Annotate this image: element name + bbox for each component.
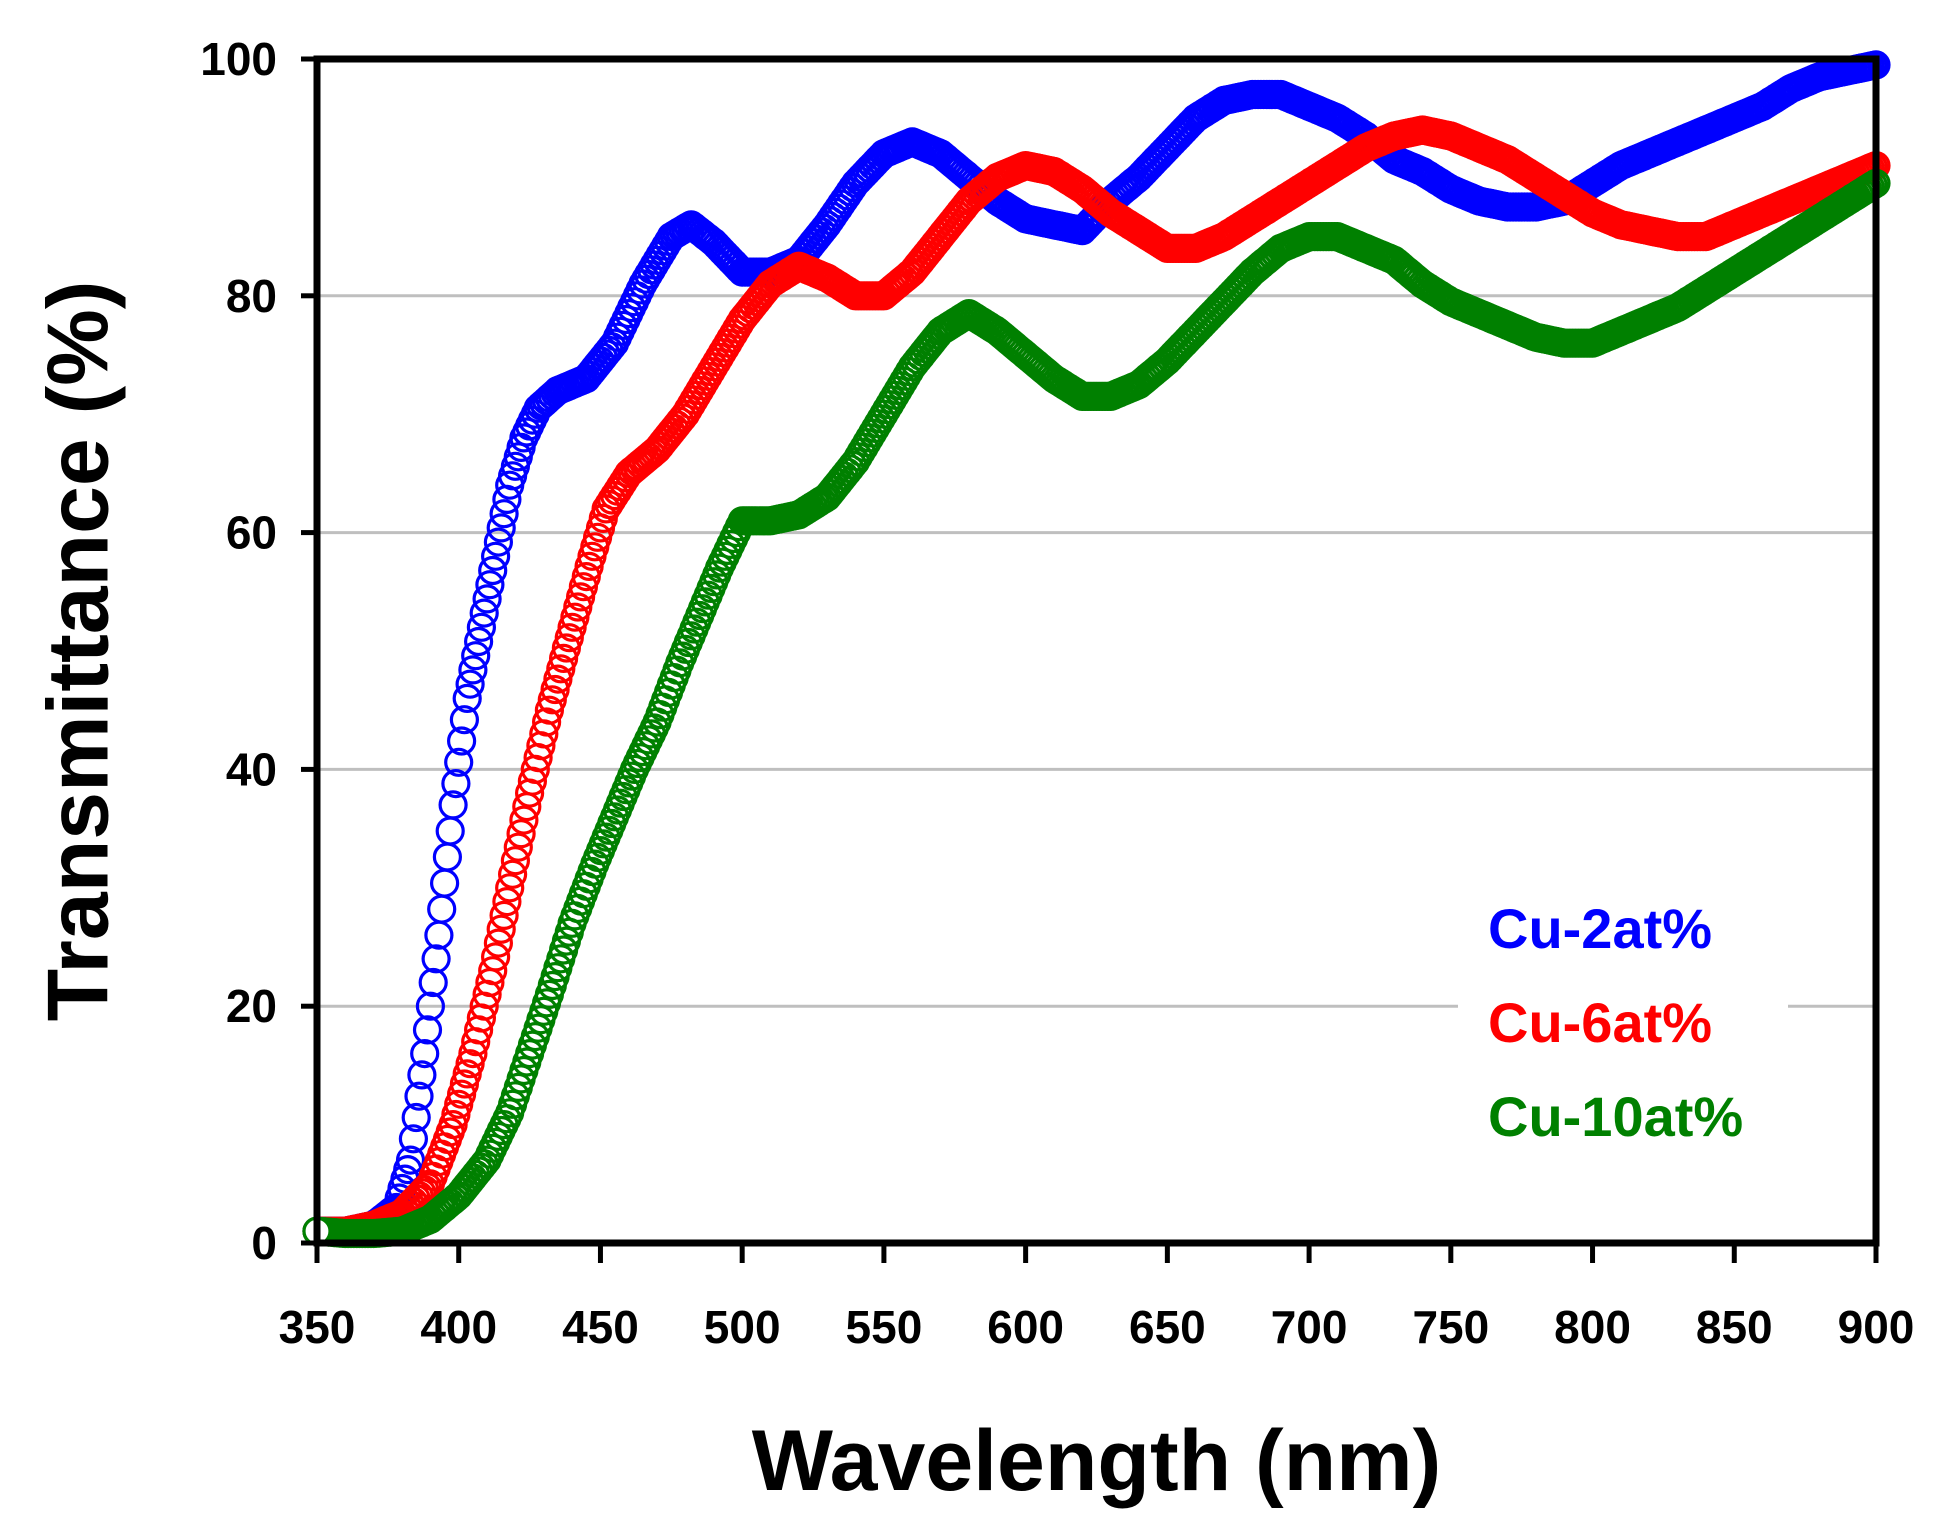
- x-tick-label-700: 700: [1271, 1301, 1348, 1353]
- data-point: [483, 928, 513, 958]
- data-point: [481, 942, 511, 972]
- series-Cu-6at%: [302, 115, 1891, 1246]
- x-tick-label-650: 650: [1129, 1301, 1206, 1353]
- data-point: [466, 612, 496, 642]
- data-point: [486, 513, 516, 543]
- data-series: [302, 50, 1891, 1249]
- x-tick-label-850: 850: [1696, 1301, 1773, 1353]
- data-point: [506, 819, 536, 849]
- x-tick-label-750: 750: [1412, 1301, 1489, 1353]
- data-point: [503, 832, 533, 862]
- legend-background: [1458, 1078, 1788, 1158]
- data-point: [427, 894, 457, 924]
- data-point: [469, 598, 499, 628]
- y-tick-label-60: 60: [226, 507, 277, 559]
- data-point: [489, 900, 519, 931]
- legend-label-Cu-2at%: Cu-2at%: [1488, 897, 1712, 960]
- data-point: [458, 655, 488, 685]
- data-point: [478, 555, 508, 586]
- data-point: [475, 570, 505, 600]
- data-point: [441, 768, 471, 799]
- data-point: [395, 1145, 426, 1175]
- data-point: [509, 805, 539, 835]
- data-point: [432, 842, 462, 872]
- legend-label-Cu-10at%: Cu-10at%: [1488, 1085, 1743, 1148]
- data-point: [495, 873, 525, 903]
- data-point: [486, 914, 516, 944]
- data-point: [412, 1015, 443, 1045]
- x-tick-label-350: 350: [279, 1301, 356, 1353]
- y-tick-label-20: 20: [226, 980, 277, 1032]
- data-point: [497, 859, 528, 889]
- y-tick-label-80: 80: [226, 270, 277, 322]
- series-Cu-10at%: [302, 168, 1891, 1249]
- axis-ticks: 0 20 40 60 80 100 350 400 450 500 550 600 650 700 750 8…: [200, 33, 1914, 1353]
- y-tick-label-100: 100: [200, 33, 277, 85]
- data-point: [492, 886, 522, 917]
- data-point: [398, 1124, 428, 1154]
- data-point: [435, 816, 465, 846]
- data-point: [464, 626, 494, 657]
- data-point: [404, 1081, 434, 1111]
- x-tick-label-450: 450: [562, 1301, 639, 1353]
- data-point: [449, 705, 479, 735]
- data-point: [410, 1038, 440, 1069]
- data-point: [421, 944, 451, 974]
- x-tick-label-500: 500: [704, 1301, 781, 1353]
- data-point: [415, 991, 445, 1021]
- data-point: [489, 499, 519, 529]
- data-point: [478, 956, 508, 986]
- data-point: [438, 790, 468, 820]
- legend-label-Cu-6at%: Cu-6at%: [1488, 991, 1712, 1054]
- data-point: [401, 1102, 431, 1133]
- x-tick-label-400: 400: [420, 1301, 497, 1353]
- x-tick-label-800: 800: [1554, 1301, 1631, 1353]
- data-point: [444, 747, 474, 777]
- x-axis-title: Wavelength (nm): [752, 1413, 1442, 1509]
- data-point: [407, 1060, 437, 1090]
- y-tick-label-0: 0: [251, 1217, 277, 1269]
- y-axis-title: Transmittance (%): [31, 281, 127, 1022]
- data-point: [500, 846, 531, 876]
- legend: Cu-2at% Cu-6at% Cu-10at%: [1458, 890, 1788, 1158]
- data-point: [531, 707, 562, 737]
- data-point: [455, 669, 485, 699]
- data-point: [424, 920, 454, 950]
- y-tick-label-40: 40: [226, 743, 277, 795]
- data-point: [418, 967, 448, 998]
- data-point: [481, 541, 511, 571]
- data-point: [472, 584, 502, 614]
- data-point: [452, 683, 482, 714]
- data-point: [447, 726, 477, 756]
- plot-frame: [313, 55, 1880, 1247]
- legend-background: [1458, 984, 1788, 1064]
- x-tick-label-600: 600: [987, 1301, 1064, 1353]
- x-tick-label-900: 900: [1838, 1301, 1915, 1353]
- data-point: [461, 641, 491, 671]
- x-tick-label-550: 550: [846, 1301, 923, 1353]
- legend-background: [1458, 890, 1788, 970]
- data-point: [483, 527, 513, 557]
- data-point: [430, 868, 460, 898]
